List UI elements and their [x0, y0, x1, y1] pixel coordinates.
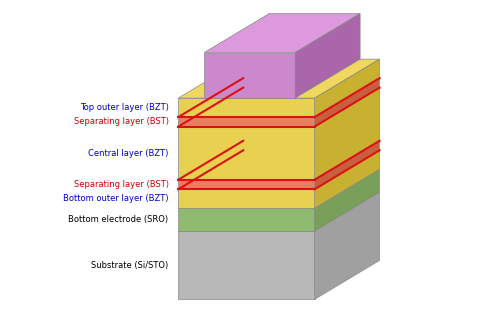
Text: Top electrode (Pt): Top electrode (Pt) [213, 78, 287, 87]
Polygon shape [179, 150, 380, 189]
Polygon shape [179, 117, 315, 126]
Polygon shape [204, 14, 360, 52]
Polygon shape [204, 52, 295, 98]
Polygon shape [179, 169, 380, 208]
Polygon shape [179, 141, 380, 180]
Polygon shape [179, 231, 315, 299]
Polygon shape [179, 208, 315, 231]
Polygon shape [295, 14, 360, 98]
Text: Separating layer (BST): Separating layer (BST) [73, 180, 168, 189]
Polygon shape [315, 78, 380, 126]
Text: Bottom electrode (SRO): Bottom electrode (SRO) [69, 215, 168, 224]
Polygon shape [179, 126, 315, 180]
Polygon shape [315, 150, 380, 208]
Text: Bottom outer layer (BZT): Bottom outer layer (BZT) [63, 194, 168, 203]
Polygon shape [179, 98, 315, 117]
Text: Central layer (BZT): Central layer (BZT) [88, 149, 168, 158]
Polygon shape [315, 192, 380, 299]
Polygon shape [179, 78, 380, 117]
Text: Separating layer (BST): Separating layer (BST) [73, 117, 168, 126]
Polygon shape [315, 141, 380, 189]
Polygon shape [315, 59, 380, 117]
Polygon shape [179, 180, 315, 189]
Text: Top outer layer (BZT): Top outer layer (BZT) [80, 103, 168, 112]
Polygon shape [179, 189, 315, 208]
Polygon shape [315, 169, 380, 231]
Polygon shape [315, 88, 380, 180]
Polygon shape [179, 88, 380, 126]
Polygon shape [179, 59, 380, 98]
Text: Substrate (Si/STO): Substrate (Si/STO) [91, 261, 168, 270]
Polygon shape [179, 192, 380, 231]
